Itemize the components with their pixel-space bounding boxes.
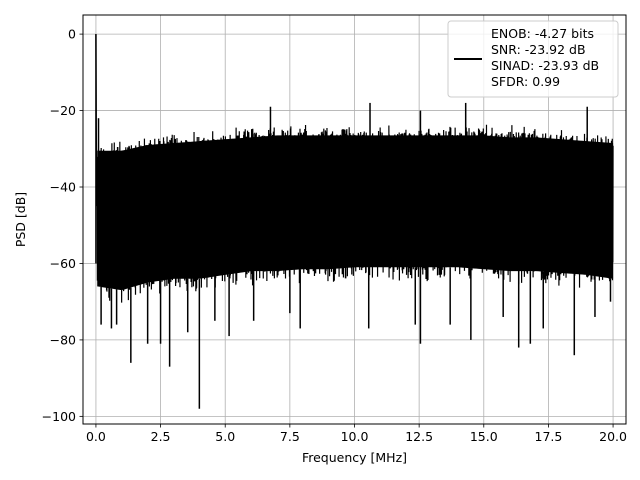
x-tick-label: 0.0 [86,429,106,444]
legend-box [447,20,619,98]
x-tick-label: 5.0 [215,429,235,444]
y-tick-label: −20 [50,103,76,118]
legend-label-line: SFDR: 0.99 [491,74,560,89]
y-tick-label: −60 [50,256,76,271]
x-tick-label: 7.5 [280,429,300,444]
plot-area [95,34,614,409]
y-tick-label: −100 [42,409,76,424]
x-tick-label: 10.0 [341,429,369,444]
x-axis-ticks: 0.0 2.5 5.0 7.5 10.0 12.5 15.0 17.5 20.0 [86,424,627,444]
y-tick-label: −80 [50,332,76,347]
legend-label-line: SINAD: -23.93 dB [491,58,599,73]
y-tick-label: 0 [68,27,76,42]
y-axis-ticks: 0 −20 −40 −60 −80 −100 [42,27,83,424]
x-tick-label: 12.5 [405,429,433,444]
legend-label-line: ENOB: -4.27 bits [491,26,594,41]
x-tick-label: 20.0 [599,429,627,444]
x-tick-label: 15.0 [470,429,498,444]
x-tick-label: 17.5 [535,429,563,444]
x-axis-label: Frequency [MHz] [302,450,407,465]
x-tick-label: 2.5 [151,429,171,444]
y-axis-label: PSD [dB] [13,192,28,247]
legend-label-line: SNR: -23.92 dB [491,42,586,57]
y-tick-label: −40 [50,180,76,195]
psd-dense-band [97,135,614,290]
